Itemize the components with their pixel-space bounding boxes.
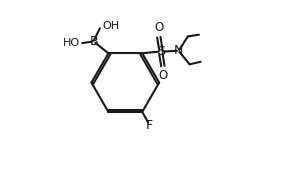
- Text: O: O: [154, 21, 163, 34]
- Text: O: O: [158, 69, 167, 82]
- Text: OH: OH: [103, 21, 119, 31]
- Text: N: N: [174, 44, 183, 57]
- Text: HO: HO: [63, 38, 80, 48]
- Text: S: S: [157, 45, 165, 58]
- Text: F: F: [146, 120, 153, 132]
- Text: B: B: [90, 35, 98, 48]
